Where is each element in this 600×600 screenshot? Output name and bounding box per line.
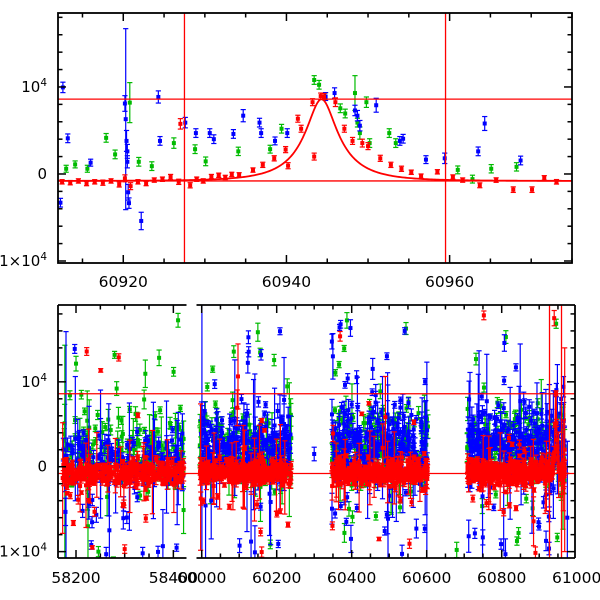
y-tick-label: 0	[37, 165, 47, 183]
x-tick-label: 61000	[552, 569, 600, 587]
zoom-panel: 60920 60940 60960 104 0 -1×104	[0, 12, 573, 291]
zoom-panel-data	[58, 28, 560, 231]
blue-series	[58, 28, 524, 231]
x-tick-label: 60920	[99, 273, 148, 291]
zoom-panel-x-labels: 60920 60940 60960	[99, 273, 475, 291]
zoom-panel-axes	[57, 12, 573, 264]
x-tick-label: 60200	[252, 569, 301, 587]
zoom-panel-reference-lines	[58, 13, 572, 263]
full-panel-reference-lines	[58, 305, 575, 558]
full-panel-y-labels: 104 0 -1×104	[0, 372, 47, 561]
model-curve	[539, 393, 570, 475]
x-tick-label: 60800	[477, 569, 526, 587]
y-tick-label: -1×104	[0, 251, 47, 270]
x-tick-label: 60940	[262, 273, 311, 291]
full-panel-data	[60, 305, 570, 558]
y-tick-label: -1×104	[0, 542, 47, 561]
x-tick-label: 58200	[51, 569, 100, 587]
y-tick-label: 0	[37, 458, 47, 476]
x-tick-label: 60600	[402, 569, 451, 587]
zoom-panel-y-labels: 104 0 -1×104	[0, 77, 47, 270]
x-tick-label: 58400	[149, 569, 198, 587]
model-curve	[58, 98, 572, 182]
green-series	[63, 75, 520, 184]
y-tick-label: 104	[21, 372, 47, 391]
x-tick-label: 60960	[425, 273, 474, 291]
x-tick-label: 60400	[327, 569, 376, 587]
y-tick-label: 104	[21, 77, 47, 96]
zoom-panel-frame	[57, 12, 573, 264]
x-tick-label: 60000	[177, 569, 226, 587]
full-panel-axes	[57, 304, 576, 559]
red-series	[59, 92, 560, 194]
